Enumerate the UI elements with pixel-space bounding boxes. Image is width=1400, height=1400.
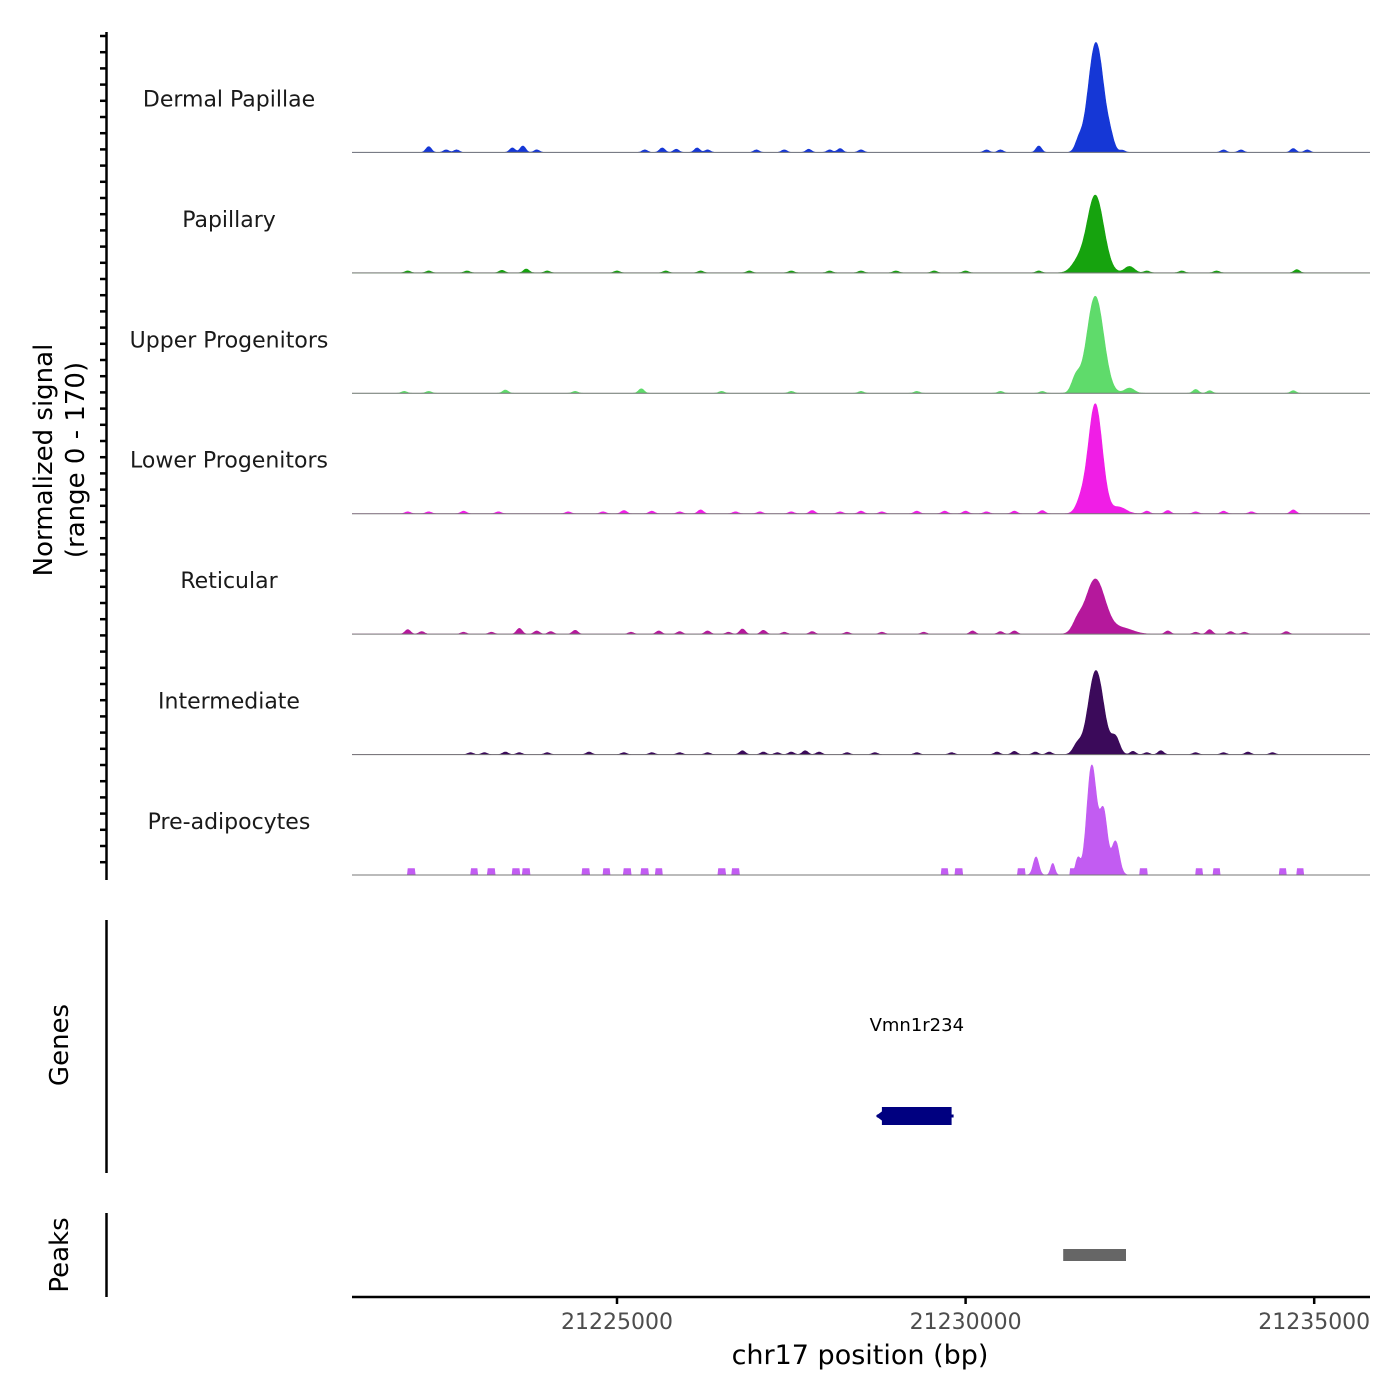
track-signal-area	[352, 578, 1370, 635]
track-label: Lower Progenitors	[130, 449, 328, 474]
signal-y-axis	[100, 32, 108, 880]
track-lower-progenitors: Lower Progenitors	[130, 403, 1370, 515]
track-label: Intermediate	[158, 690, 300, 715]
gene-label: Vmn1r234	[870, 1015, 964, 1036]
track-dermal-papillae: Dermal Papillae	[143, 42, 1370, 153]
track-signal-area	[352, 670, 1370, 755]
peaks-track-title: Peaks	[45, 1217, 75, 1292]
track-label: Papillary	[182, 208, 276, 233]
x-tick-label: 21225000	[561, 1310, 673, 1335]
signal-y-axis-label: Normalized signal	[29, 344, 59, 577]
track-signal-area	[352, 764, 1370, 876]
track-reticular: Reticular	[180, 569, 1370, 635]
x-axis: 21225000 21230000 21235000	[561, 1297, 1370, 1335]
signal-y-axis-title: Normalized signal (range 0 - 170)	[29, 344, 91, 577]
genes-track-title: Genes	[45, 1004, 75, 1086]
track-label: Upper Progenitors	[130, 328, 329, 353]
track-label: Reticular	[180, 569, 278, 594]
genes-track: Vmn1r234	[870, 1015, 964, 1125]
track-signal-area	[352, 403, 1370, 514]
track-signal-area	[352, 295, 1370, 394]
x-axis-title: chr17 position (bp)	[732, 1340, 989, 1371]
signal-y-axis-range: (range 0 - 170)	[61, 362, 91, 558]
signal-tracks: Dermal Papillae Papillary Upper Progenitor…	[130, 42, 1370, 876]
x-tick-label: 21235000	[1258, 1310, 1370, 1335]
track-upper-progenitors: Upper Progenitors	[130, 295, 1370, 394]
track-signal-area	[352, 194, 1370, 274]
peaks-track	[1063, 1249, 1126, 1261]
peak-region	[1063, 1249, 1126, 1261]
track-label: Pre-adipocytes	[148, 810, 311, 835]
track-label: Dermal Papillae	[143, 87, 315, 112]
gene-exon	[881, 1107, 952, 1125]
gene-strand-arrow	[875, 1109, 887, 1123]
track-pre-adipocytes: Pre-adipocytes	[148, 764, 1370, 876]
track-intermediate: Intermediate	[158, 670, 1370, 756]
track-papillary: Papillary	[182, 194, 1370, 274]
x-tick-label: 21230000	[910, 1310, 1022, 1335]
track-signal-area	[352, 42, 1370, 153]
